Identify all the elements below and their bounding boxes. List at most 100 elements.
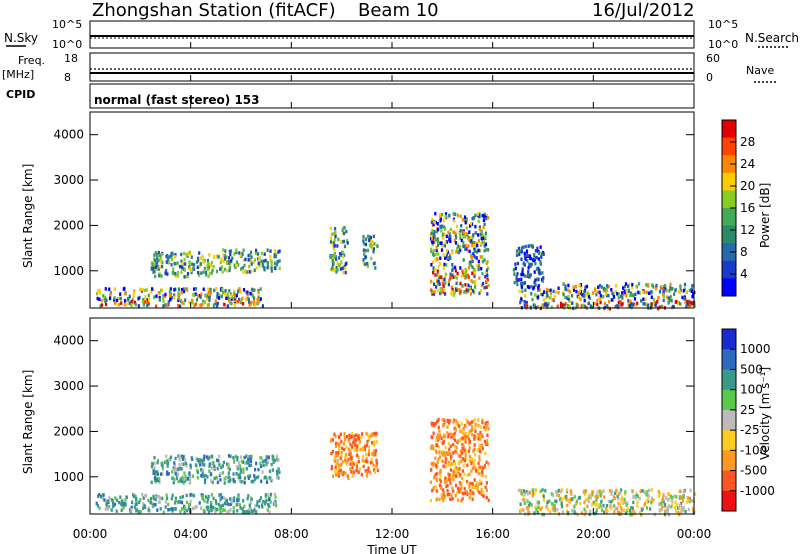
echo-cell <box>128 301 131 306</box>
echo-cell <box>340 462 343 467</box>
echo-cell <box>113 502 116 507</box>
echo-cell <box>216 466 219 471</box>
echo-cell <box>610 506 613 510</box>
echo-cell <box>151 262 154 266</box>
echo-cell <box>455 236 458 240</box>
echo-cell <box>115 498 118 502</box>
echo-cell <box>109 296 112 300</box>
freq-panel: Freq. [MHz] 18 8 60 0 Nave <box>2 52 778 84</box>
cpid-panel: CPID normal (fast stereo) 153 <box>6 83 695 109</box>
echo-cell <box>454 269 457 273</box>
echo-cell <box>432 271 435 275</box>
echo-cell <box>443 421 446 425</box>
echo-cell <box>207 287 210 292</box>
echo-cell <box>434 485 437 489</box>
echo-cell <box>360 472 363 477</box>
echo-cell <box>462 444 465 449</box>
colorbar-tick-label: 1000 <box>740 342 771 356</box>
echo-cell <box>196 265 199 270</box>
echo-cell <box>449 457 453 461</box>
echo-cell <box>469 493 473 497</box>
echo-cell <box>528 262 531 267</box>
echo-cell <box>153 476 156 480</box>
echo-cell <box>471 243 474 248</box>
echo-cell <box>254 467 257 472</box>
echo-cell <box>208 469 211 473</box>
echo-cell <box>226 462 229 466</box>
echo-cell <box>435 279 438 283</box>
echo-cell <box>602 489 605 493</box>
echo-cell <box>464 433 467 438</box>
echo-cell <box>446 489 449 493</box>
echo-cell <box>245 467 248 471</box>
echo-cell <box>180 270 183 274</box>
echo-cell <box>586 498 589 502</box>
y-tick-label: 4000 <box>53 128 84 142</box>
echo-cell <box>525 489 528 494</box>
echo-cell <box>374 431 377 436</box>
echo-cell <box>233 479 237 484</box>
echo-cell <box>277 467 280 471</box>
echo-cell <box>252 479 255 484</box>
echo-cell <box>535 255 538 260</box>
echo-cell <box>362 261 365 266</box>
echo-cell <box>526 491 529 496</box>
echo-cell <box>366 459 369 464</box>
echo-cell <box>596 495 599 499</box>
echo-cell <box>584 493 587 497</box>
echo-cell <box>482 225 485 229</box>
y-tick-label: 4000 <box>53 334 84 348</box>
echo-cell <box>468 261 471 266</box>
echo-cell <box>567 498 570 502</box>
echo-cell <box>158 297 161 302</box>
echo-cell <box>367 248 370 253</box>
echo-cell <box>345 445 348 449</box>
echo-cell <box>541 488 544 492</box>
echo-cell <box>238 473 241 478</box>
echo-cell <box>191 262 194 266</box>
echo-cell <box>647 494 650 498</box>
echo-cell <box>541 292 544 297</box>
echo-cell <box>624 290 627 295</box>
echo-cell <box>252 299 256 304</box>
echo-cell <box>250 262 253 266</box>
echo-cell <box>258 299 261 303</box>
echo-cell <box>260 251 263 256</box>
echo-cell <box>523 501 526 505</box>
echo-cell <box>273 492 276 497</box>
echo-cell <box>166 462 169 466</box>
echo-cell <box>196 458 199 463</box>
echo-cell <box>533 253 536 257</box>
echo-cell <box>166 303 169 307</box>
echo-cell <box>444 272 448 277</box>
echo-cell <box>244 257 247 262</box>
echo-cell <box>230 301 233 306</box>
echo-cell <box>437 433 440 437</box>
echo-cell <box>458 287 461 292</box>
echo-cell <box>468 446 471 450</box>
echo-cell <box>162 296 165 301</box>
echo-cell <box>468 491 472 495</box>
echo-cell <box>432 461 435 466</box>
echo-cell <box>152 270 155 274</box>
echo-cell <box>259 461 262 465</box>
echo-cell <box>258 257 261 261</box>
echo-cell <box>467 275 470 280</box>
echo-cell <box>266 261 269 265</box>
echo-cell <box>202 270 205 274</box>
echo-cell <box>468 496 471 500</box>
echo-cell <box>545 295 548 300</box>
echo-cell <box>469 489 472 493</box>
echo-cell <box>199 463 202 467</box>
echo-cell <box>225 498 228 503</box>
echo-cell <box>463 458 466 463</box>
echo-cell <box>624 490 627 494</box>
echo-cell <box>183 471 186 475</box>
colorbar-frame <box>721 328 737 512</box>
echo-cell <box>344 471 347 476</box>
echo-cell <box>206 507 209 511</box>
colorbar-tick-label: 4 <box>740 267 748 281</box>
echo-cell <box>484 275 487 279</box>
echo-cell <box>471 427 474 431</box>
echo-cell <box>523 300 526 304</box>
